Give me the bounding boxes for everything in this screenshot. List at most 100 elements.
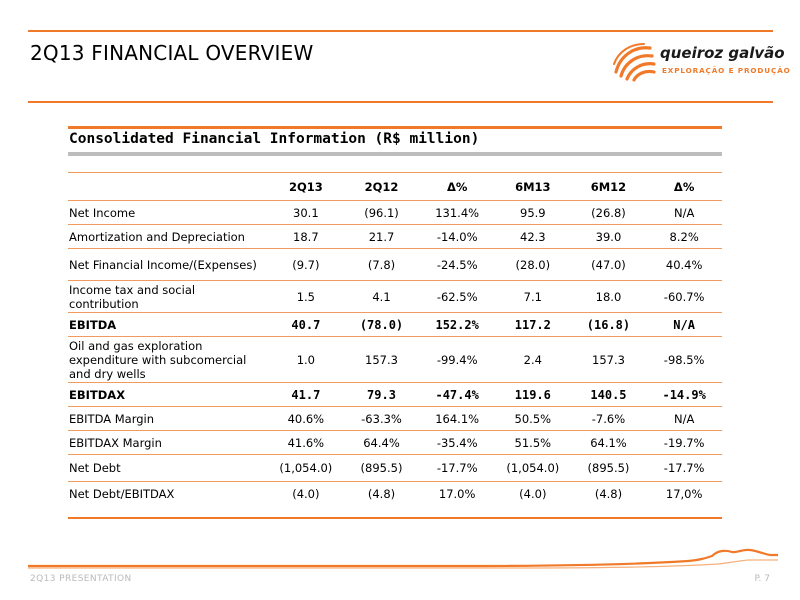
- logo-tagline: EXPLORAÇÃO E PRODUÇÃO: [662, 66, 791, 75]
- table-cell: 17,0%: [646, 481, 722, 506]
- table-cell: -17.7%: [419, 454, 495, 482]
- row-label: Net Debt/EBITDAX: [68, 481, 269, 506]
- row-label: Income tax and social contribution: [68, 280, 269, 313]
- column-header: [68, 172, 269, 201]
- table-cell: (47.0): [570, 248, 647, 281]
- table-cell: 39.0: [570, 224, 647, 249]
- table-row: Income tax and social contribution 1.5 4…: [68, 280, 722, 313]
- table-cell: 117.2: [494, 312, 571, 337]
- logo-emblem-icon: [613, 43, 656, 82]
- table-cell: (96.1): [343, 200, 420, 225]
- footer-presentation-label: 2Q13 PRESENTATION: [30, 574, 132, 584]
- table-cell: N/A: [646, 406, 722, 431]
- section-top-rule: [68, 126, 722, 129]
- row-label: Net Financial Income/(Expenses): [68, 248, 269, 281]
- table-cell: 64.4%: [343, 430, 420, 455]
- table-cell: (16.8): [570, 312, 647, 337]
- table-cell: (28.0): [494, 248, 571, 281]
- table-cell: -47.4%: [419, 382, 495, 407]
- table-bottom-rule: [68, 517, 722, 519]
- table-cell: (7.8): [343, 248, 420, 281]
- table-cell: 30.1: [268, 200, 344, 225]
- column-header: Δ%: [646, 172, 722, 201]
- row-label: EBITDAX Margin: [68, 430, 269, 455]
- table-cell: (4.0): [494, 481, 571, 506]
- table-cell: 21.7: [343, 224, 420, 249]
- table-cell: (1,054.0): [268, 454, 344, 482]
- table-cell: -7.6%: [570, 406, 647, 431]
- table-cell: 140.5: [570, 382, 647, 407]
- row-label: Oil and gas exploration expenditure with…: [68, 336, 269, 383]
- table-cell: 8.2%: [646, 224, 722, 249]
- section-grey-rule: [68, 152, 722, 156]
- table-cell: N/A: [646, 200, 722, 225]
- table-cell: 4.1: [343, 280, 420, 313]
- table-cell: (4.0): [268, 481, 344, 506]
- table-cell: (895.5): [343, 454, 420, 482]
- page-title: 2Q13 FINANCIAL OVERVIEW: [30, 41, 314, 65]
- table-cell: 18.0: [570, 280, 647, 313]
- column-header: 2Q13: [268, 172, 344, 201]
- table-cell: -14.9%: [646, 382, 722, 407]
- logo-name: queiroz galvão: [660, 44, 785, 62]
- table-cell: -19.7%: [646, 430, 722, 455]
- table-cell: -35.4%: [419, 430, 495, 455]
- table-cell: 40.7: [268, 312, 344, 337]
- table-cell: 131.4%: [419, 200, 495, 225]
- row-label: EBITDA: [68, 312, 269, 337]
- footer-wave-line: [28, 548, 778, 569]
- table-cell: -98.5%: [646, 336, 722, 383]
- table-cell: 95.9: [494, 200, 571, 225]
- table-cell: 79.3: [343, 382, 420, 407]
- column-header: 6M13: [494, 172, 571, 201]
- table-cell: 42.3: [494, 224, 571, 249]
- table-cell: 41.6%: [268, 430, 344, 455]
- table-cell: 164.1%: [419, 406, 495, 431]
- table-cell: -60.7%: [646, 280, 722, 313]
- column-header: Δ%: [419, 172, 495, 201]
- table-cell: (26.8): [570, 200, 647, 225]
- table-cell: 50.5%: [494, 406, 571, 431]
- table-row: Amortization and Depreciation 18.7 21.7 …: [68, 224, 722, 249]
- footer-page-number: P. 7: [754, 574, 770, 584]
- table-cell: (4.8): [570, 481, 647, 506]
- table-cell: (895.5): [570, 454, 647, 482]
- table-cell: (4.8): [343, 481, 420, 506]
- table-cell: 64.1%: [570, 430, 647, 455]
- table-cell: 157.3: [343, 336, 420, 383]
- column-header: 6M12: [570, 172, 647, 201]
- table-row: EBITDAX Margin 41.6% 64.4% -35.4% 51.5% …: [68, 430, 722, 455]
- section-title: Consolidated Financial Information (R$ m…: [69, 131, 480, 147]
- table-cell: 41.7: [268, 382, 344, 407]
- table-cell: -62.5%: [419, 280, 495, 313]
- table-cell: (78.0): [343, 312, 420, 337]
- table-cell: N/A: [646, 312, 722, 337]
- table-cell: 18.7: [268, 224, 344, 249]
- header-top-rule: [28, 30, 773, 32]
- financial-table: 2Q13 2Q12 Δ% 6M13 6M12 Δ% Net Income 30.…: [68, 172, 722, 506]
- row-label: Net Income: [68, 200, 269, 225]
- table-row-ebitdax: EBITDAX 41.7 79.3 -47.4% 119.6 140.5 -14…: [68, 382, 722, 407]
- table-cell: 17.0%: [419, 481, 495, 506]
- header-bottom-rule: [28, 101, 773, 103]
- section-header: Consolidated Financial Information (R$ m…: [68, 126, 722, 156]
- table-cell: (1,054.0): [494, 454, 571, 482]
- table-cell: -14.0%: [419, 224, 495, 249]
- table-row: Net Income 30.1 (96.1) 131.4% 95.9 (26.8…: [68, 200, 722, 225]
- table-cell: 7.1: [494, 280, 571, 313]
- table-cell: 2.4: [494, 336, 571, 383]
- table-row: EBITDA Margin 40.6% -63.3% 164.1% 50.5% …: [68, 406, 722, 431]
- table-cell: -24.5%: [419, 248, 495, 281]
- table-cell: -17.7%: [646, 454, 722, 482]
- table-cell: 1.0: [268, 336, 344, 383]
- table-row: Net Debt/EBITDAX (4.0) (4.8) 17.0% (4.0)…: [68, 481, 722, 506]
- row-label: EBITDA Margin: [68, 406, 269, 431]
- row-label: Net Debt: [68, 454, 269, 482]
- table-cell: 157.3: [570, 336, 647, 383]
- table-cell: 1.5: [268, 280, 344, 313]
- table-cell: 40.6%: [268, 406, 344, 431]
- column-header: 2Q12: [343, 172, 420, 201]
- row-label: EBITDAX: [68, 382, 269, 407]
- table-cell: (9.7): [268, 248, 344, 281]
- table-cell: 152.2%: [419, 312, 495, 337]
